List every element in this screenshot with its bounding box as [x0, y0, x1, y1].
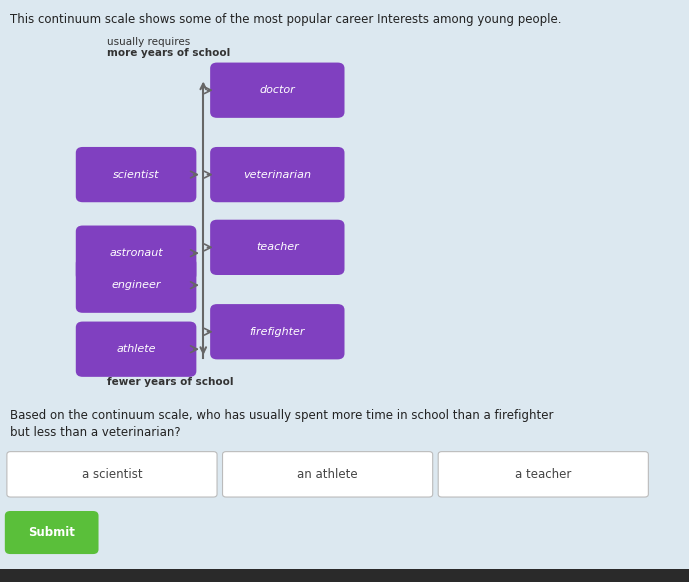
- FancyBboxPatch shape: [76, 257, 196, 313]
- Text: fewer years of school: fewer years of school: [107, 377, 234, 387]
- FancyBboxPatch shape: [210, 304, 344, 359]
- Text: usually requires: usually requires: [107, 365, 190, 375]
- Text: Submit: Submit: [28, 526, 75, 539]
- Text: an athlete: an athlete: [298, 468, 358, 481]
- Text: scientist: scientist: [113, 169, 159, 180]
- Text: astronaut: astronaut: [110, 248, 163, 258]
- Text: firefighter: firefighter: [249, 327, 305, 337]
- Text: a scientist: a scientist: [82, 468, 142, 481]
- Text: doctor: doctor: [260, 85, 295, 95]
- Text: veterinarian: veterinarian: [243, 169, 311, 180]
- FancyBboxPatch shape: [438, 452, 648, 497]
- FancyBboxPatch shape: [0, 569, 689, 582]
- FancyBboxPatch shape: [76, 226, 196, 281]
- FancyBboxPatch shape: [223, 452, 433, 497]
- FancyBboxPatch shape: [210, 220, 344, 275]
- Text: teacher: teacher: [256, 242, 299, 253]
- Text: more years of school: more years of school: [107, 48, 230, 58]
- FancyBboxPatch shape: [76, 321, 196, 377]
- FancyBboxPatch shape: [210, 147, 344, 203]
- Text: Based on the continuum scale, who has usually spent more time in school than a f: Based on the continuum scale, who has us…: [10, 409, 554, 421]
- Text: usually requires: usually requires: [107, 37, 190, 47]
- FancyBboxPatch shape: [7, 452, 217, 497]
- Text: but less than a veterinarian?: but less than a veterinarian?: [10, 426, 181, 439]
- Text: This continuum scale shows some of the most popular career Interests among young: This continuum scale shows some of the m…: [10, 13, 562, 26]
- FancyBboxPatch shape: [5, 511, 99, 554]
- Text: a teacher: a teacher: [515, 468, 571, 481]
- Text: athlete: athlete: [116, 344, 156, 354]
- FancyBboxPatch shape: [76, 147, 196, 203]
- FancyBboxPatch shape: [210, 63, 344, 118]
- Text: engineer: engineer: [112, 280, 161, 290]
